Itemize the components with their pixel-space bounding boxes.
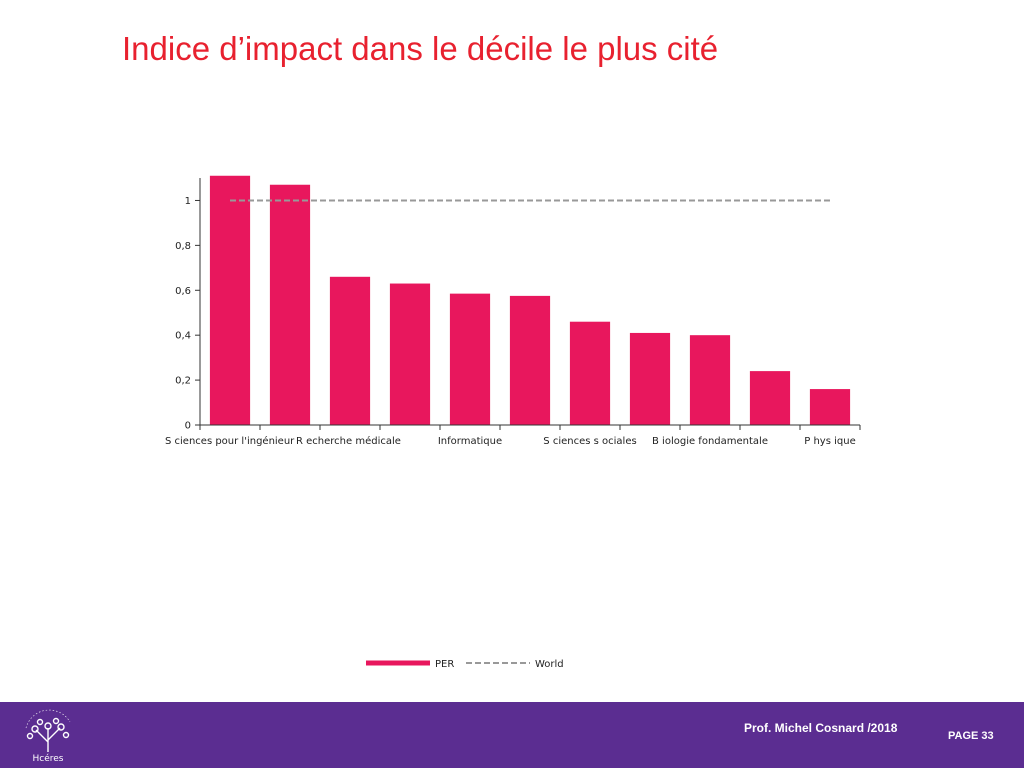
axes-layer: 0 0,2 0,4 0,6 0,8 1 S ciences pour l'ingénieur… (165, 178, 861, 447)
legend-label-world: World (535, 659, 564, 670)
footer-author: Prof. Michel Cosnard /2018 (744, 721, 898, 735)
y-tick-label: 0,4 (175, 331, 191, 342)
x-tick-label: S ciences pour l'ingénieur (165, 435, 295, 447)
tree-logo-icon: Hcéres (25, 709, 71, 764)
y-tick-label: 0,2 (175, 376, 191, 387)
bar-4 (389, 283, 431, 425)
bars-layer (209, 175, 851, 425)
slide-title: Indice d’impact dans le décile le plus c… (122, 30, 719, 67)
x-tick-label: P hys ique (804, 436, 855, 447)
x-tick-label: Informatique (438, 436, 502, 447)
bar-3 (329, 276, 371, 425)
x-tick-label: B iologie fondamentale (652, 436, 768, 447)
y-tick-label: 0 (185, 421, 191, 432)
bar-7 (569, 321, 611, 425)
svg-text:Hcéres: Hcéres (33, 753, 64, 764)
bar-10 (749, 371, 791, 425)
bar-9 (689, 335, 731, 425)
bar-8 (629, 332, 671, 425)
y-tick-label: 1 (185, 196, 191, 207)
y-tick-label: 0,8 (175, 241, 191, 252)
legend-label-per: PER (435, 659, 454, 670)
y-tick-label: 0,6 (175, 286, 191, 297)
bar-6 (509, 295, 551, 425)
bar-5 (449, 293, 491, 425)
bar-11 (809, 389, 851, 425)
bar-chart: 0 0,2 0,4 0,6 0,8 1 S ciences pour l'ingénieur… (165, 175, 861, 670)
page-number: PAGE 33 (948, 730, 994, 742)
chart-legend: PER World (366, 659, 564, 670)
x-tick-label: R echerche médicale (296, 435, 401, 447)
bar-1 (209, 175, 251, 425)
footer-bar: Hcéres Prof. Michel Cosnard /2018 PAGE 3… (0, 702, 1024, 768)
bar-2 (269, 184, 311, 425)
x-tick-label: S ciences s ociales (543, 436, 636, 447)
